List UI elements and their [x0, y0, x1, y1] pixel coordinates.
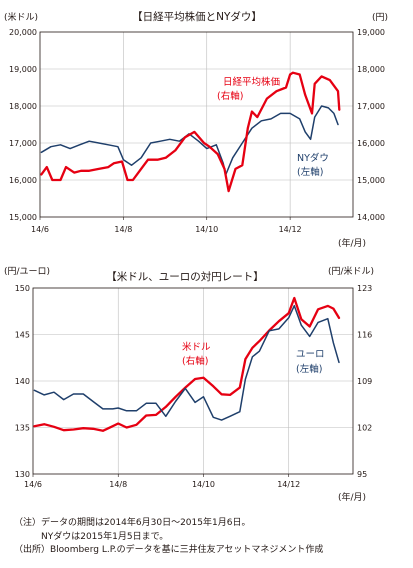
- right-tick-label: 18,000: [357, 65, 385, 74]
- series-axis-label: (右軸): [182, 355, 208, 367]
- left-tick-label: 130: [15, 470, 30, 479]
- left-tick-label: 145: [15, 331, 30, 340]
- series-axis-label: (左軸): [296, 363, 322, 375]
- right-tick-label: 102: [357, 424, 372, 433]
- series-label: 日経平均株価: [223, 76, 281, 88]
- series-label: NYダウ: [297, 152, 329, 164]
- x-axis-unit-label: (年/月): [338, 491, 366, 503]
- series-line-0: [33, 296, 341, 432]
- right-axis-unit-label: (円/米ドル): [328, 265, 374, 277]
- series-line-1: [33, 304, 340, 421]
- right-tick-label: 95: [357, 470, 367, 479]
- left-tick-label: 18,000: [9, 102, 37, 111]
- x-tick-label: 14/8: [109, 480, 127, 489]
- right-axis-unit-label: (円): [372, 12, 388, 23]
- left-tick-label: 15,000: [9, 213, 37, 222]
- right-tick-label: 15,000: [357, 176, 385, 185]
- left-tick-label: 17,000: [9, 139, 37, 148]
- series-axis-label: (右軸): [217, 90, 243, 102]
- footnotes: （注）データの期間は2014年6月30日～2015年1月6日。 NYダウは201…: [14, 517, 409, 558]
- series-axis-label: (左軸): [297, 166, 323, 178]
- x-tick-label: 14/8: [114, 225, 132, 234]
- note-ny-dow: NYダウは2015年1月5日まで。: [14, 531, 169, 542]
- right-tick-label: 123: [357, 284, 372, 293]
- left-tick-label: 19,000: [9, 65, 37, 74]
- x-axis-unit-label: (年/月): [338, 237, 366, 249]
- left-tick-label: 135: [15, 424, 30, 433]
- plot-frame: [39, 31, 354, 218]
- left-tick-label: 16,000: [9, 176, 37, 185]
- chart-nikkei-ny-dow: 【日経平均株価とNYダウ】 (米ドル) (円) (年/月) 15,000 14,000 16…: [4, 10, 388, 249]
- right-tick-label: 16,000: [357, 139, 385, 148]
- chart-title: 【米ドル、ユーロの対円レート】: [106, 270, 264, 283]
- right-tick-label: 17,000: [357, 102, 385, 111]
- left-tick-label: 20,000: [9, 28, 37, 37]
- left-tick-label: 150: [15, 284, 30, 293]
- series-label: 米ドル: [182, 341, 211, 353]
- chart-usd-eur-yen: 【米ドル、ユーロの対円レート】 (円/ユーロ) (円/米ドル) (年/月) 130 95 1…: [4, 265, 374, 503]
- series-line-0: [40, 105, 339, 176]
- note-source: （出所）Bloomberg L.P.のデータを基に三井住友アセットマネジメント作…: [14, 545, 324, 555]
- right-tick-label: 116: [357, 331, 372, 340]
- series-label: ユーロ: [296, 349, 325, 360]
- series-line-1: [40, 71, 341, 193]
- left-tick-label: 140: [15, 377, 30, 386]
- right-tick-label: 14,000: [357, 213, 385, 222]
- right-tick-label: 109: [357, 377, 372, 386]
- right-tick-label: 19,000: [357, 28, 385, 37]
- x-tick-label: 14/10: [192, 480, 215, 489]
- x-tick-label: 14/12: [277, 480, 300, 489]
- x-tick-label: 14/6: [24, 480, 42, 489]
- x-tick-label: 14/6: [31, 225, 49, 234]
- note-period: （注）データの期間は2014年6月30日～2015年1月6日。: [14, 518, 251, 528]
- left-axis-unit-label: (円/ユーロ): [4, 266, 50, 277]
- chart-title: 【日経平均株価とNYダウ】: [132, 10, 262, 23]
- left-axis-unit-label: (米ドル): [4, 11, 38, 23]
- x-tick-label: 14/10: [195, 225, 218, 234]
- x-tick-label: 14/12: [279, 225, 302, 234]
- plot-frame: [32, 287, 354, 475]
